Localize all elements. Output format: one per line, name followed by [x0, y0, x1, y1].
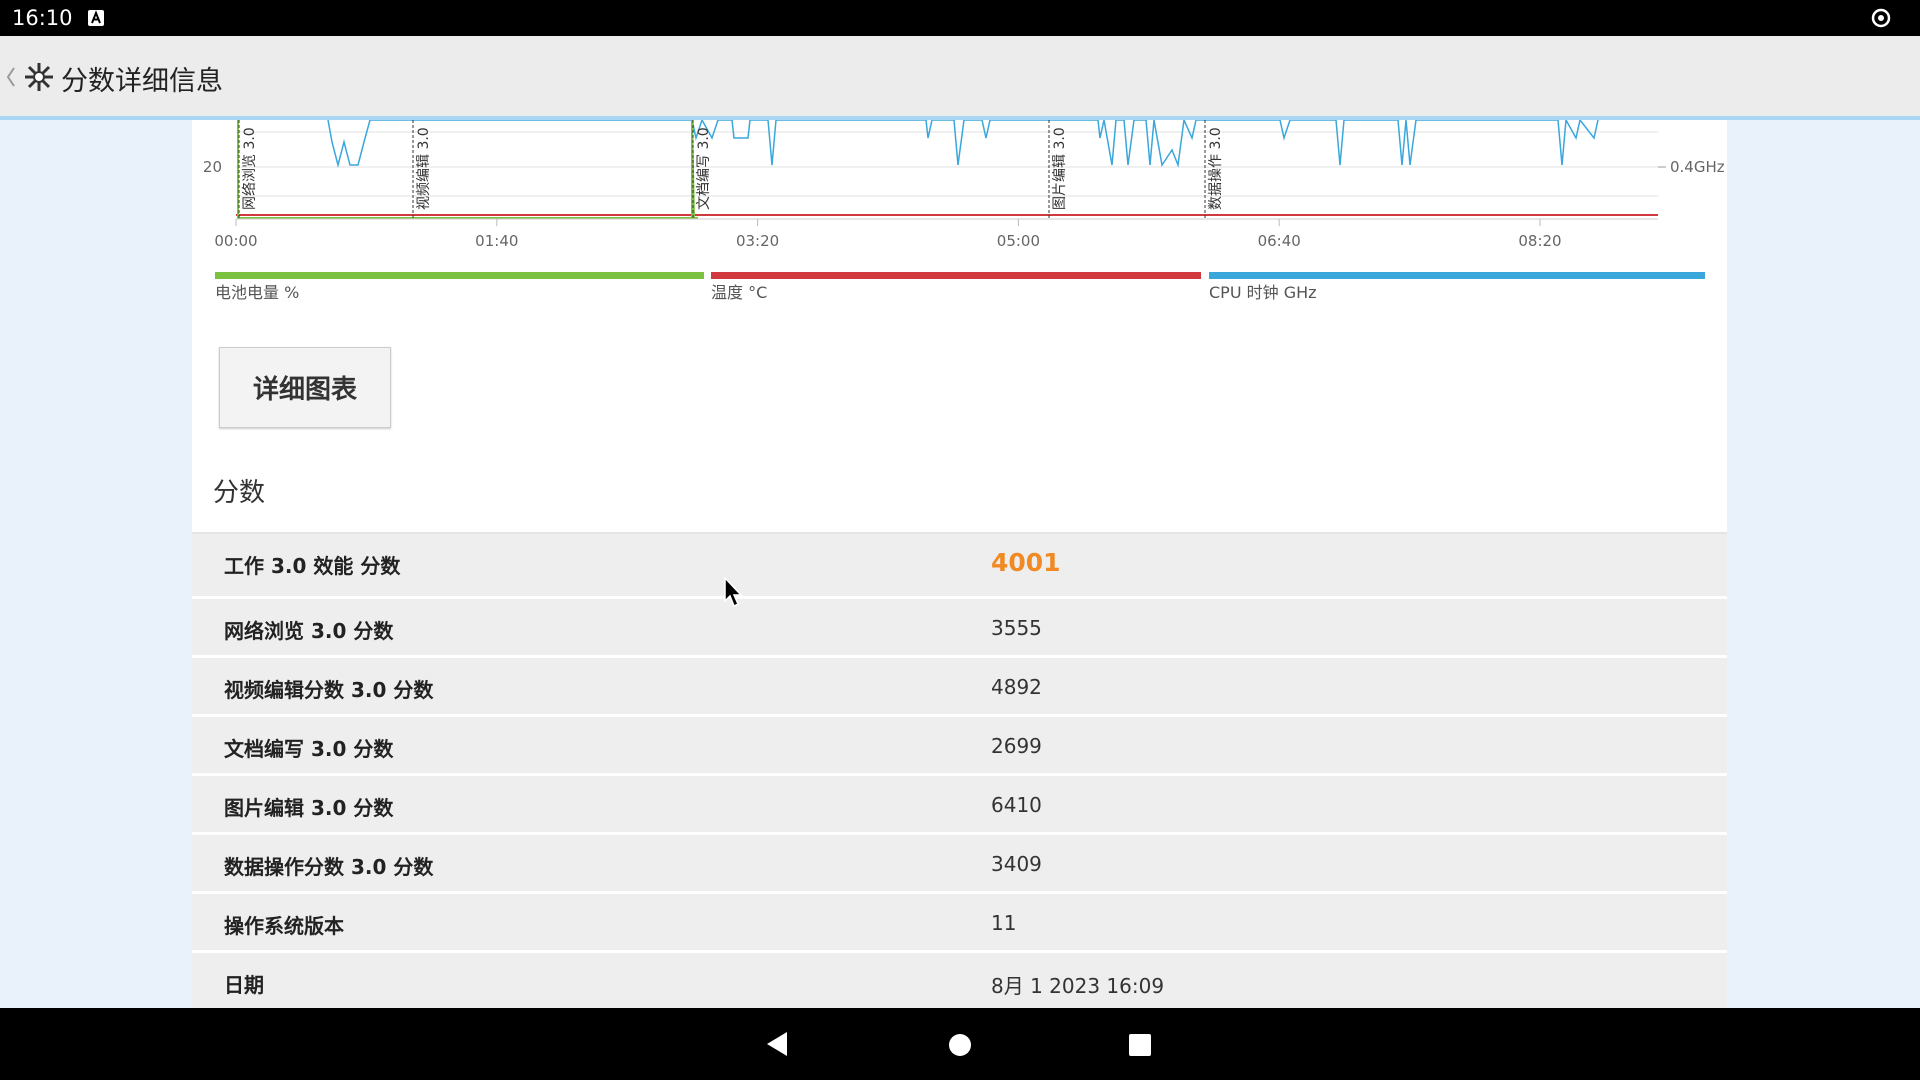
content-card: 00:00 01:40 03:20 05:00 06:40 08:20 20 0.4GHz 网络…	[192, 120, 1727, 1008]
row-value: 4892	[991, 675, 1042, 699]
row-value: 3555	[991, 616, 1042, 640]
y2-tick-label: 0.4GHz	[1670, 158, 1725, 176]
event-marker-label: 网络浏览 3.0	[242, 127, 258, 210]
notification-icon	[88, 10, 104, 26]
battery-line	[237, 120, 698, 219]
x-tick-label: 00:00	[214, 232, 257, 250]
row-value: 11	[991, 911, 1017, 935]
row-label: 图片编辑 3.0 分数	[224, 796, 394, 820]
detail-chart-button[interactable]: 详细图表	[219, 347, 391, 428]
nav-back[interactable]	[765, 1031, 789, 1057]
table-row: 日期 8月 1 2023 16:09	[192, 953, 1727, 1008]
legend-label: 电池电量 %	[215, 283, 299, 302]
row-label: 文档编写 3.0 分数	[224, 737, 394, 761]
x-tick-label: 03:20	[736, 232, 779, 250]
status-bar: 16:10	[0, 0, 1920, 36]
x-tick-label: 01:40	[475, 232, 518, 250]
table-row: 视频编辑分数 3.0 分数 4892	[192, 658, 1727, 717]
monitoring-chart: 00:00 01:40 03:20 05:00 06:40 08:20 20 0.4GHz 网络…	[203, 120, 1725, 302]
row-value: 6410	[991, 793, 1042, 817]
rotate-icon	[1871, 8, 1891, 28]
legend-label: CPU 时钟 GHz	[1209, 283, 1317, 302]
navigation-bar	[0, 1008, 1920, 1080]
score-table: 工作 3.0 效能 分数 4001 网络浏览 3.0 分数 3555 视频编辑分数 3.…	[192, 532, 1727, 1008]
row-label: 操作系统版本	[224, 914, 344, 938]
clock: 16:10	[12, 6, 73, 30]
back-button[interactable]	[4, 60, 56, 94]
legend-swatch	[215, 272, 704, 279]
table-row: 工作 3.0 效能 分数 4001	[192, 534, 1727, 599]
nav-recents[interactable]	[1128, 1033, 1152, 1057]
row-label: 工作 3.0 效能 分数	[224, 554, 401, 578]
legend-label: 温度 °C	[711, 283, 767, 302]
table-row: 操作系统版本 11	[192, 894, 1727, 953]
x-tick-label: 06:40	[1258, 232, 1301, 250]
row-label: 视频编辑分数 3.0 分数	[224, 678, 434, 702]
section-title: 分数	[213, 478, 266, 508]
row-label: 数据操作分数 3.0 分数	[224, 855, 434, 879]
cpu-clock-line	[327, 120, 1599, 168]
event-marker-label: 视频编辑 3.0	[416, 127, 432, 210]
row-value: 2699	[991, 734, 1042, 758]
table-row: 数据操作分数 3.0 分数 3409	[192, 835, 1727, 894]
event-marker-label: 文档编写 3.0	[696, 127, 712, 210]
row-label: 日期	[224, 973, 264, 997]
row-value: 4001	[991, 548, 1061, 577]
x-tick-label: 08:20	[1518, 232, 1561, 250]
table-row: 网络浏览 3.0 分数 3555	[192, 599, 1727, 658]
row-value: 8月 1 2023 16:09	[991, 974, 1165, 998]
legend-swatch	[1209, 272, 1705, 279]
x-tick-label: 05:00	[997, 232, 1040, 250]
app-bar: 分数详细信息	[0, 36, 1920, 120]
table-row: 图片编辑 3.0 分数 6410	[192, 776, 1727, 835]
event-marker-label: 数据操作 3.0	[1208, 127, 1224, 210]
event-marker-label: 图片编辑 3.0	[1052, 127, 1068, 210]
row-value: 3409	[991, 852, 1042, 876]
legend-swatch	[711, 272, 1201, 279]
row-label: 网络浏览 3.0 分数	[224, 619, 394, 643]
nav-home[interactable]	[948, 1033, 972, 1057]
page-title: 分数详细信息	[61, 66, 223, 97]
table-row: 文档编写 3.0 分数 2699	[192, 717, 1727, 776]
y-tick-label: 20	[203, 158, 222, 176]
chart-grid	[236, 131, 1658, 197]
mouse-cursor	[724, 577, 743, 608]
